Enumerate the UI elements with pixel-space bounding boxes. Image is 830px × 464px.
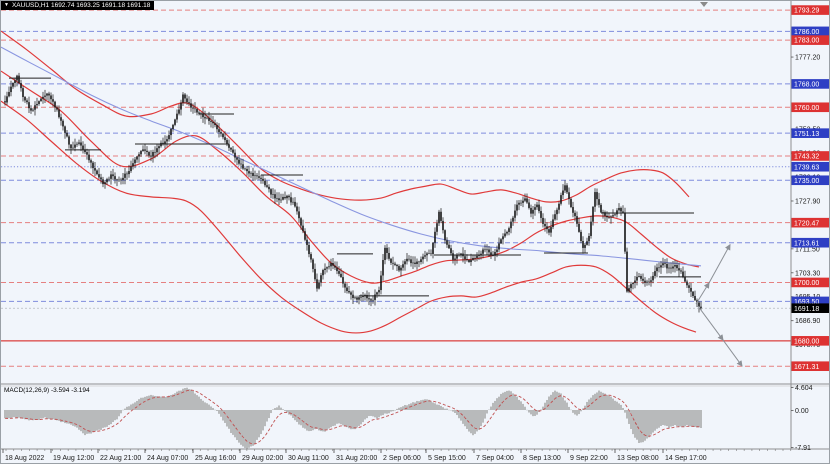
macd-tick-label: 0.00 <box>795 408 809 415</box>
time-tick-label: 9 Sep 22:00 <box>570 455 608 462</box>
svg-text:1693.50: 1693.50 <box>794 299 819 306</box>
svg-text:1691.18: 1691.18 <box>794 306 819 313</box>
svg-text:1786.00: 1786.00 <box>794 29 819 36</box>
price-tag-1786.00: 1786.00 <box>791 26 829 37</box>
svg-text:1739.63: 1739.63 <box>794 164 819 171</box>
price-tag-1793.29: 1793.29 <box>791 5 829 15</box>
price-axis[interactable]: 1777.201752.501744.301736.101727.901711.… <box>791 5 830 452</box>
macd-tick-label: -7.91 <box>795 445 811 452</box>
middle-band-line <box>1 70 700 284</box>
lower-band-line <box>1 100 697 334</box>
time-tick-label: 25 Aug 16:00 <box>195 455 236 462</box>
time-tick-label: 18 Aug 2022 <box>5 455 44 462</box>
price-tag-1739.63: 1739.63 <box>791 161 829 172</box>
time-tick-label: 31 Aug 20:00 <box>336 455 377 462</box>
symbol-info-bar[interactable]: ▼ XAUUSD,H1 1692.74 1693.25 1691.18 1691… <box>1 1 155 10</box>
time-tick-label: 5 Sep 15:00 <box>428 455 466 462</box>
trend-arrow <box>697 305 724 341</box>
price-tag-1768.00: 1768.00 <box>791 79 829 89</box>
time-tick-label: 7 Sep 04:00 <box>476 455 514 462</box>
price-tick-label: 1686.90 <box>795 318 820 325</box>
time-tick-label: 19 Aug 12:00 <box>53 455 94 462</box>
time-tick-label: 13 Sep 08:00 <box>617 455 659 462</box>
price-tag-1680.00: 1680.00 <box>791 336 829 346</box>
time-tick-label: 22 Aug 21:00 <box>100 455 141 462</box>
time-tick-label: 14 Sep 17:00 <box>665 455 707 462</box>
svg-text:1783.00: 1783.00 <box>794 38 819 45</box>
price-tag-1735.00: 1735.00 <box>791 175 829 186</box>
chevron-down-icon[interactable]: ▼ <box>4 2 9 8</box>
svg-text:1743.32: 1743.32 <box>794 154 819 161</box>
price-tag-1713.61: 1713.61 <box>791 237 829 248</box>
svg-text:1671.31: 1671.31 <box>794 364 819 371</box>
time-tick-label: 30 Aug 11:00 <box>288 455 329 462</box>
projection-arrows[interactable] <box>695 243 743 367</box>
price-tick-label: 1703.30 <box>795 270 820 277</box>
svg-text:1735.00: 1735.00 <box>794 178 819 185</box>
chart-shift-marker-icon[interactable] <box>700 2 708 7</box>
price-tag-1700.00: 1700.00 <box>791 277 829 288</box>
svg-text:1700.00: 1700.00 <box>794 280 819 287</box>
time-tick-label: 2 Sep 06:00 <box>383 455 421 462</box>
moving-average-line <box>1 46 702 267</box>
macd-signal-line <box>4 389 702 445</box>
candlesticks <box>4 72 702 313</box>
price-tag-1783.00: 1783.00 <box>791 35 829 45</box>
swing-level-segments <box>9 77 701 297</box>
macd-tick-label: 4.604 <box>795 385 813 392</box>
price-tag-1760.00: 1760.00 <box>791 102 829 113</box>
price-tag-1693.50: 1693.50 <box>791 296 829 307</box>
time-tick-label: 24 Aug 07:00 <box>147 455 188 462</box>
svg-text:1768.00: 1768.00 <box>794 82 819 89</box>
macd-indicator-label: MACD(12,26,9) -3.594 -3.194 <box>4 387 90 394</box>
price-tag-1743.32: 1743.32 <box>791 151 829 161</box>
indicator-bands <box>1 30 702 334</box>
trend-arrow <box>722 339 743 367</box>
price-tag-1751.13: 1751.13 <box>791 128 829 138</box>
macd-pane <box>4 387 702 449</box>
price-tick-label: 1777.20 <box>795 55 820 62</box>
price-tag-1671.31: 1671.31 <box>791 361 829 372</box>
svg-text:1751.13: 1751.13 <box>794 131 819 138</box>
price-tag-1720.47: 1720.47 <box>791 217 829 228</box>
price-tag-1691.18: 1691.18 <box>791 303 829 313</box>
trend-arrow <box>708 243 731 284</box>
svg-text:1680.00: 1680.00 <box>794 338 819 345</box>
svg-text:1713.61: 1713.61 <box>794 240 819 247</box>
svg-text:1720.47: 1720.47 <box>794 220 819 227</box>
svg-text:1760.00: 1760.00 <box>794 105 819 112</box>
svg-text:1793.29: 1793.29 <box>794 8 819 15</box>
time-tick-label: 8 Sep 13:00 <box>523 455 561 462</box>
symbol-ohlc-text: XAUUSD,H1 1692.74 1693.25 1691.18 1691.1… <box>11 2 151 9</box>
time-tick-label: 29 Aug 02:00 <box>242 455 283 462</box>
upper-band-line <box>1 30 690 203</box>
price-tick-label: 1727.90 <box>795 198 820 205</box>
price-tick-label: 1711.50 <box>795 246 820 253</box>
trend-arrow <box>695 282 710 305</box>
time-axis[interactable]: 18 Aug 2022 19 Aug 12:00 22 Aug 21:00 24 Au… <box>2 449 707 462</box>
